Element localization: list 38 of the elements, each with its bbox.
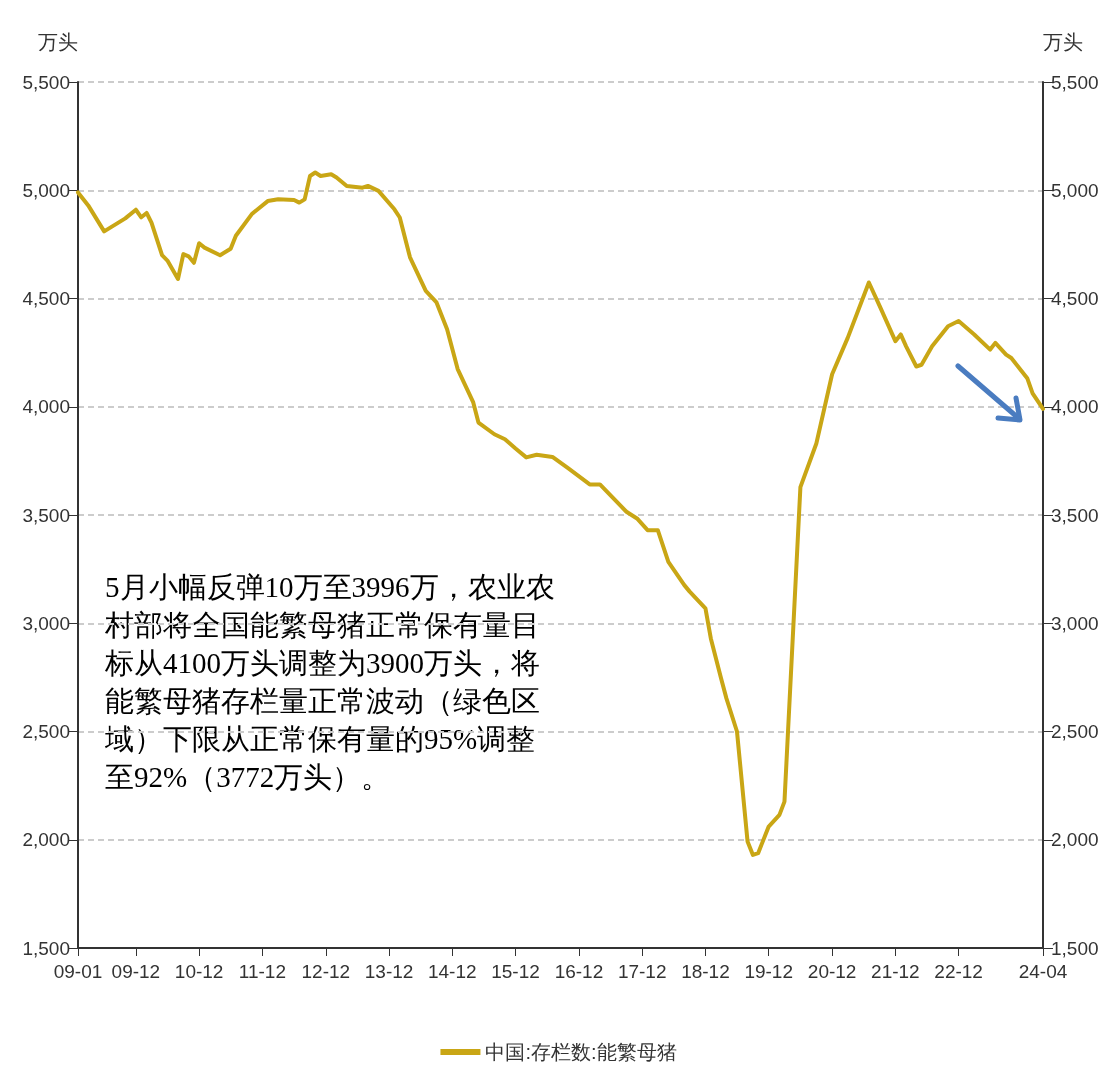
y2-tick-label: 4,500 bbox=[1051, 288, 1099, 309]
y2-tick-label: 3,000 bbox=[1051, 612, 1099, 634]
y-tick-label: 5,000 bbox=[22, 179, 70, 201]
x-tick-label: 22-12 bbox=[934, 961, 983, 982]
y-tick-label: 3,000 bbox=[22, 612, 70, 634]
y2-axis-title: 万头 bbox=[1043, 31, 1083, 53]
x-tick-label: 14-12 bbox=[427, 961, 477, 982]
y2-tick-label: 5,000 bbox=[1051, 179, 1099, 201]
legend-label: 中国:存栏数:能繁母猪 bbox=[485, 1041, 677, 1063]
y-tick-label: 2,000 bbox=[22, 829, 70, 851]
x-tick-label: 10-12 bbox=[174, 961, 224, 982]
y-tick-label: 3,500 bbox=[22, 504, 70, 526]
y-tick-label: 4,000 bbox=[22, 396, 70, 418]
x-tick-label: 11-12 bbox=[238, 961, 286, 982]
y-tick-label: 1,500 bbox=[22, 937, 70, 959]
y2-tick-label: 2,000 bbox=[1051, 829, 1099, 851]
y2-tick-label: 1,500 bbox=[1051, 937, 1099, 959]
x-tick-label: 17-12 bbox=[617, 961, 667, 982]
x-tick-label: 18-12 bbox=[681, 961, 730, 982]
y2-tick-label: 4,000 bbox=[1051, 396, 1099, 418]
x-tick-label: 19-12 bbox=[744, 961, 793, 982]
y2-tick-label: 2,500 bbox=[1051, 721, 1099, 742]
x-tick-label: 09-12 bbox=[111, 961, 161, 982]
x-tick-label: 09-01 bbox=[53, 961, 103, 982]
x-tick-label: 16-12 bbox=[554, 961, 604, 982]
y-tick-label: 4,500 bbox=[22, 288, 70, 309]
y-tick-label: 2,500 bbox=[22, 721, 70, 742]
x-tick-label: 15-12 bbox=[491, 961, 540, 982]
x-tick-label: 13-12 bbox=[364, 961, 414, 982]
y2-tick-label: 3,500 bbox=[1051, 504, 1099, 526]
line-series bbox=[76, 170, 1045, 857]
x-tick-label: 24-04 bbox=[1018, 961, 1068, 982]
y-tick-label: 5,500 bbox=[22, 71, 70, 93]
y2-tick-label: 5,500 bbox=[1051, 71, 1099, 93]
x-tick-label: 20-12 bbox=[807, 961, 857, 982]
x-tick-label: 12-12 bbox=[301, 961, 351, 982]
x-tick-label: 21-12 bbox=[871, 961, 920, 982]
y-axis-title: 万头 bbox=[38, 31, 78, 53]
